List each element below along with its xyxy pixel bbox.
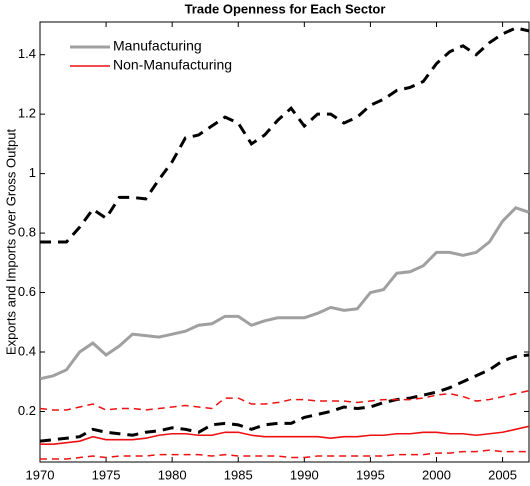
y-tick-label: 1.2 xyxy=(18,106,36,121)
y-tick-label: 0.6 xyxy=(18,284,36,299)
band-line xyxy=(40,389,529,411)
legend-label: Manufacturing xyxy=(113,38,202,54)
band-line xyxy=(40,449,529,460)
series-line xyxy=(40,206,529,381)
legend-label: Non-Manufacturing xyxy=(113,57,232,73)
x-tick-label: 1985 xyxy=(224,467,253,482)
series-line xyxy=(40,425,529,445)
x-tick-label: 2005 xyxy=(488,467,517,482)
chart-title: Trade Openness for Each Sector xyxy=(185,1,386,16)
y-tick-label: 0.4 xyxy=(18,343,36,358)
plot-frame xyxy=(39,21,530,463)
x-tick-label: 2000 xyxy=(422,467,451,482)
y-axis-label: Exports and Imports over Gross Output xyxy=(3,129,18,356)
x-tick-label: 1975 xyxy=(92,467,121,482)
y-tick-label: 1 xyxy=(29,165,36,180)
x-tick-label: 1995 xyxy=(356,467,385,482)
y-tick-label: 0.8 xyxy=(18,225,36,240)
y-tick-label: 1.4 xyxy=(18,46,36,61)
x-tick-label: 1970 xyxy=(26,467,55,482)
x-tick-label: 1980 xyxy=(158,467,187,482)
y-tick-label: 0.2 xyxy=(18,403,36,418)
x-tick-label: 1990 xyxy=(290,467,319,482)
band-line xyxy=(40,353,529,443)
band-line xyxy=(40,26,529,244)
